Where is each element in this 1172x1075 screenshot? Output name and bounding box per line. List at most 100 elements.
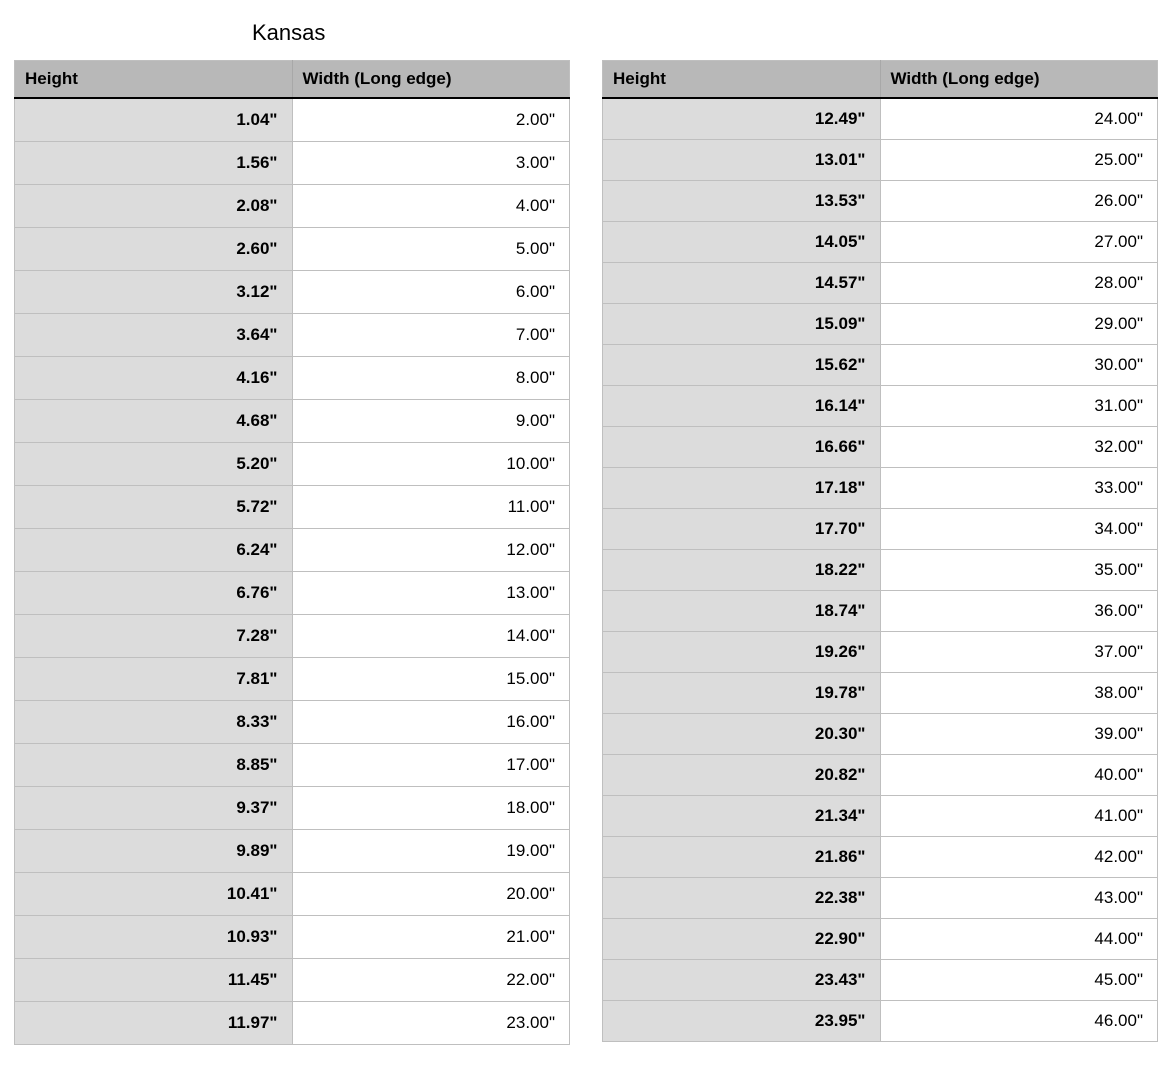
cell-width: 18.00"	[292, 787, 570, 830]
cell-width: 8.00"	[292, 357, 570, 400]
cell-width: 12.00"	[292, 529, 570, 572]
cell-height: 12.49"	[603, 98, 881, 140]
table-row: 16.66"32.00"	[603, 427, 1158, 468]
table-row: 19.26"37.00"	[603, 632, 1158, 673]
cell-height: 14.57"	[603, 263, 881, 304]
cell-height: 18.74"	[603, 591, 881, 632]
cell-height: 5.20"	[15, 443, 293, 486]
cell-width: 33.00"	[880, 468, 1158, 509]
cell-height: 23.95"	[603, 1001, 881, 1042]
cell-height: 1.04"	[15, 98, 293, 142]
cell-width: 35.00"	[880, 550, 1158, 591]
table-row: 2.60"5.00"	[15, 228, 570, 271]
table-row: 4.68"9.00"	[15, 400, 570, 443]
cell-height: 15.62"	[603, 345, 881, 386]
table-row: 14.57"28.00"	[603, 263, 1158, 304]
col-header-height: Height	[15, 61, 293, 99]
dimensions-table-left: Height Width (Long edge) 1.04"2.00"1.56"…	[14, 60, 570, 1045]
cell-width: 37.00"	[880, 632, 1158, 673]
cell-height: 16.14"	[603, 386, 881, 427]
cell-width: 32.00"	[880, 427, 1158, 468]
cell-width: 26.00"	[880, 181, 1158, 222]
table-header-row: Height Width (Long edge)	[15, 61, 570, 99]
cell-width: 19.00"	[292, 830, 570, 873]
cell-width: 10.00"	[292, 443, 570, 486]
cell-width: 45.00"	[880, 960, 1158, 1001]
cell-width: 3.00"	[292, 142, 570, 185]
cell-width: 4.00"	[292, 185, 570, 228]
page-root: Kansas Height Width (Long edge) 1.04"2.0…	[0, 0, 1172, 1075]
cell-width: 16.00"	[292, 701, 570, 744]
table-row: 1.04"2.00"	[15, 98, 570, 142]
cell-width: 11.00"	[292, 486, 570, 529]
table-row: 7.28"14.00"	[15, 615, 570, 658]
cell-width: 34.00"	[880, 509, 1158, 550]
cell-height: 21.86"	[603, 837, 881, 878]
table-row: 3.12"6.00"	[15, 271, 570, 314]
cell-height: 10.93"	[15, 916, 293, 959]
table-row: 10.41"20.00"	[15, 873, 570, 916]
cell-height: 6.76"	[15, 572, 293, 615]
cell-height: 21.34"	[603, 796, 881, 837]
table-row: 11.45"22.00"	[15, 959, 570, 1002]
cell-width: 14.00"	[292, 615, 570, 658]
col-header-width: Width (Long edge)	[292, 61, 570, 99]
cell-height: 6.24"	[15, 529, 293, 572]
cell-height: 23.43"	[603, 960, 881, 1001]
cell-height: 20.30"	[603, 714, 881, 755]
cell-width: 30.00"	[880, 345, 1158, 386]
cell-width: 20.00"	[292, 873, 570, 916]
cell-height: 10.41"	[15, 873, 293, 916]
table-row: 23.43"45.00"	[603, 960, 1158, 1001]
table-row: 22.90"44.00"	[603, 919, 1158, 960]
table-row: 16.14"31.00"	[603, 386, 1158, 427]
table-row: 13.01"25.00"	[603, 140, 1158, 181]
cell-width: 36.00"	[880, 591, 1158, 632]
cell-width: 5.00"	[292, 228, 570, 271]
table-row: 12.49"24.00"	[603, 98, 1158, 140]
cell-width: 41.00"	[880, 796, 1158, 837]
cell-height: 13.53"	[603, 181, 881, 222]
cell-height: 14.05"	[603, 222, 881, 263]
cell-height: 4.16"	[15, 357, 293, 400]
table-row: 17.18"33.00"	[603, 468, 1158, 509]
table-row: 22.38"43.00"	[603, 878, 1158, 919]
table-row: 6.76"13.00"	[15, 572, 570, 615]
cell-width: 27.00"	[880, 222, 1158, 263]
table-row: 14.05"27.00"	[603, 222, 1158, 263]
cell-width: 43.00"	[880, 878, 1158, 919]
table-row: 2.08"4.00"	[15, 185, 570, 228]
cell-height: 3.64"	[15, 314, 293, 357]
cell-width: 13.00"	[292, 572, 570, 615]
cell-width: 22.00"	[292, 959, 570, 1002]
table-row: 23.95"46.00"	[603, 1001, 1158, 1042]
tables-wrap: Height Width (Long edge) 1.04"2.00"1.56"…	[14, 60, 1158, 1045]
cell-width: 21.00"	[292, 916, 570, 959]
cell-width: 24.00"	[880, 98, 1158, 140]
table-row: 17.70"34.00"	[603, 509, 1158, 550]
table-row: 15.09"29.00"	[603, 304, 1158, 345]
table-row: 15.62"30.00"	[603, 345, 1158, 386]
page-title: Kansas	[14, 20, 1158, 46]
table-row: 19.78"38.00"	[603, 673, 1158, 714]
cell-height: 20.82"	[603, 755, 881, 796]
cell-height: 7.81"	[15, 658, 293, 701]
cell-width: 2.00"	[292, 98, 570, 142]
cell-width: 42.00"	[880, 837, 1158, 878]
cell-width: 9.00"	[292, 400, 570, 443]
table-row: 21.34"41.00"	[603, 796, 1158, 837]
table-row: 1.56"3.00"	[15, 142, 570, 185]
cell-width: 29.00"	[880, 304, 1158, 345]
cell-height: 9.37"	[15, 787, 293, 830]
table-row: 9.89"19.00"	[15, 830, 570, 873]
table-row: 11.97"23.00"	[15, 1002, 570, 1045]
right-table-container: Height Width (Long edge) 12.49"24.00"13.…	[602, 60, 1158, 1042]
cell-width: 46.00"	[880, 1001, 1158, 1042]
table-row: 5.20"10.00"	[15, 443, 570, 486]
cell-height: 5.72"	[15, 486, 293, 529]
dimensions-table-right: Height Width (Long edge) 12.49"24.00"13.…	[602, 60, 1158, 1042]
table-row: 7.81"15.00"	[15, 658, 570, 701]
table-row: 18.74"36.00"	[603, 591, 1158, 632]
table-row: 9.37"18.00"	[15, 787, 570, 830]
cell-height: 17.70"	[603, 509, 881, 550]
